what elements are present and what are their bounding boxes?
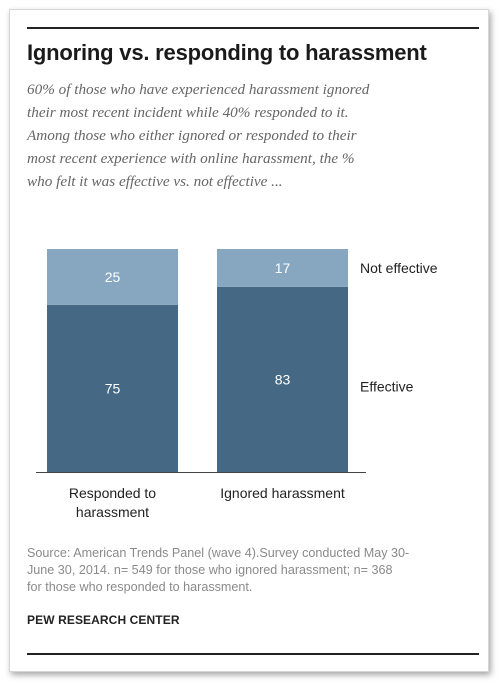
bar-segment-not-effective — [47, 249, 178, 305]
legend-label-not-effective: Not effective — [360, 260, 438, 276]
bar-segment-not-effective — [217, 249, 348, 287]
chart-card: Ignoring vs. responding to harassment 60… — [9, 9, 489, 672]
subtitle-line: 60% of those who have experienced harass… — [27, 81, 370, 98]
source-line: June 30, 2014. n= 549 for those who igno… — [27, 563, 393, 577]
chart-subtitle: 60% of those who have experienced harass… — [27, 78, 479, 193]
source-line: Source: American Trends Panel (wave 4).S… — [27, 546, 410, 560]
subtitle-line: who felt it was effective vs. not effect… — [27, 173, 283, 190]
legend-label-effective: Effective — [360, 378, 414, 394]
stacked-bar-chart: 75 25 Responded to harassment 83 17 Ignored ha… — [36, 249, 438, 520]
data-label-effective: 75 — [105, 380, 121, 396]
bar-segment-effective — [47, 304, 178, 472]
subtitle-line: Among those who either ignored or respon… — [27, 127, 357, 144]
bottom-rule — [27, 653, 479, 655]
top-rule — [27, 27, 479, 29]
category-label: Ignored harassment — [220, 485, 345, 501]
subtitle-line: most recent experience with online haras… — [27, 150, 355, 167]
organization-label: PEW RESEARCH CENTER — [27, 613, 180, 627]
bar-segment-effective — [217, 286, 348, 472]
data-label-effective: 83 — [275, 371, 291, 387]
category-label: Responded to — [69, 485, 156, 501]
data-label-not-effective: 25 — [105, 269, 121, 285]
source-note: Source: American Trends Panel (wave 4).S… — [27, 545, 482, 596]
source-line: for those who responded to harassment. — [27, 580, 253, 594]
chart-title: Ignoring vs. responding to harassment — [27, 40, 427, 65]
subtitle-line: their most recent incident while 40% res… — [27, 104, 349, 121]
data-label-not-effective: 17 — [275, 260, 291, 276]
category-label: harassment — [76, 504, 149, 520]
